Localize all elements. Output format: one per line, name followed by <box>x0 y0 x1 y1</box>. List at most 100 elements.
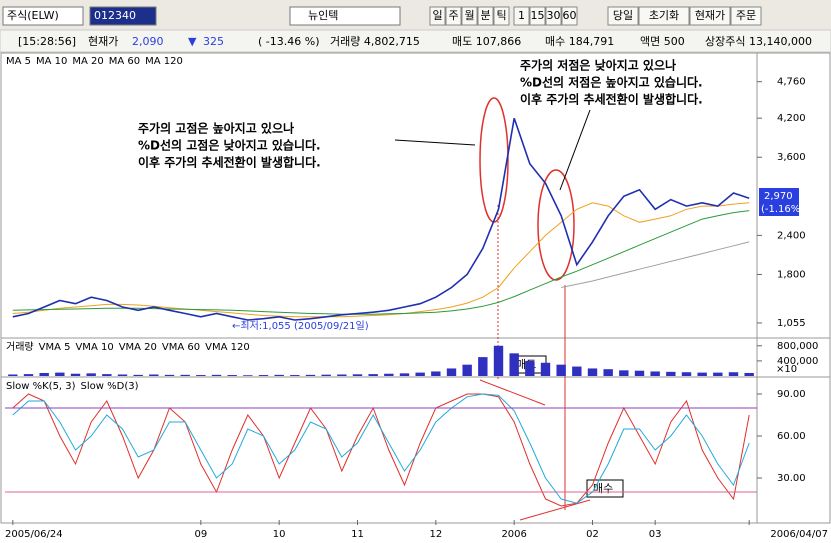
volume-bar <box>525 360 535 376</box>
ma-line <box>12 202 750 318</box>
current-change: (-1.16%) <box>761 204 804 215</box>
toolbar-button[interactable] <box>638 6 690 26</box>
change-rate: ( -13.46 %) <box>258 35 320 48</box>
volume-bar <box>540 362 551 376</box>
annotation: 이후 주가의 추세전환이 발생합니다. <box>520 92 703 107</box>
legend-entry: MA 120 <box>145 56 183 67</box>
volume-bar <box>399 373 410 376</box>
volume-bar <box>446 368 457 376</box>
toolbar-label: 30 <box>547 9 561 22</box>
low-note: ←최저:1,055 (2005/09/21일) <box>232 320 369 332</box>
highlight <box>479 97 509 223</box>
price-line <box>12 117 750 321</box>
volume-bar <box>697 372 707 376</box>
volume-bar <box>666 371 676 376</box>
toolbar-button[interactable] <box>513 6 530 26</box>
arrow: ▼ <box>188 35 197 48</box>
x-tick-label: 2006 <box>501 529 526 540</box>
volume-bar <box>431 371 441 376</box>
volume-bar <box>258 375 269 376</box>
current-price: 2,970 <box>764 191 793 202</box>
volume-bar <box>337 374 347 376</box>
volume-bar <box>681 372 692 376</box>
price-tag <box>759 188 799 216</box>
volume-bar <box>164 374 175 376</box>
volume-bar <box>713 372 723 376</box>
y-tick-label: 1,800 <box>777 269 806 280</box>
toolbar-button[interactable] <box>429 6 446 26</box>
y-tick-label: 4,200 <box>777 113 806 124</box>
legend-entry: MA 60 <box>109 56 140 67</box>
toolbar-button[interactable] <box>445 6 462 26</box>
toolbar-label: 60 <box>563 9 577 22</box>
market: 주식(ELW) <box>7 9 59 22</box>
x-tick-label: 12 <box>429 529 442 540</box>
volume-bar <box>86 373 96 376</box>
annotation: %D선의 저점은 높아지고 있습니다. <box>520 75 703 90</box>
legend-entry: Slow %D(3) <box>81 381 139 392</box>
legend-entry: MA 20 <box>72 56 103 67</box>
toolbar-button[interactable] <box>607 6 639 26</box>
ma-line <box>12 393 750 507</box>
y-tick-label: 3,600 <box>777 152 806 163</box>
volume-bar <box>70 373 81 376</box>
legend-entry: 거래량 <box>6 341 34 353</box>
x-tick-label: 09 <box>194 529 207 540</box>
volume-bar <box>634 370 645 376</box>
toolbar-label: 틱 <box>496 9 506 22</box>
annotation: 이후 주가의 추세전환이 발생합니다. <box>138 155 321 170</box>
toolbar-button[interactable] <box>689 6 731 26</box>
volume-bar <box>744 372 754 376</box>
time: [15:28:56] <box>18 35 76 48</box>
toolbar-button[interactable] <box>461 6 478 26</box>
y-tick-label: 30.00 <box>777 473 806 484</box>
volume-bar <box>180 374 190 376</box>
toolbar-button[interactable] <box>545 6 562 26</box>
toolbar-button[interactable] <box>529 6 546 26</box>
x-tick-label: 11 <box>351 529 364 540</box>
volume-bar <box>728 372 739 376</box>
toolbar-label: 월 <box>464 9 474 22</box>
volume-bar <box>650 371 660 376</box>
volume-bar <box>493 345 504 376</box>
ma-line <box>12 393 750 504</box>
market-select[interactable] <box>2 6 84 26</box>
info-bar <box>0 29 831 53</box>
volume-bar <box>384 373 394 376</box>
toolbar-button[interactable] <box>561 6 578 26</box>
legend-entry: VMA 5 <box>39 342 71 353</box>
volume-bar <box>368 374 378 376</box>
toolbar-label: 초기화 <box>649 9 679 22</box>
volume-bar <box>196 375 206 376</box>
toolbar-label: 주문 <box>736 9 756 22</box>
volume-bar <box>102 374 112 376</box>
volume-bar <box>8 374 18 376</box>
code: 012340 <box>94 9 136 22</box>
volume-bar <box>415 372 425 376</box>
volume-bar <box>290 375 300 376</box>
unit-note: ×10 <box>776 364 797 375</box>
volume-bar <box>133 374 143 376</box>
volume-bar <box>619 370 629 376</box>
volume-bar <box>462 364 472 376</box>
arrow-line <box>559 109 591 191</box>
legend-entry: VMA 20 <box>119 342 157 353</box>
toolbar-button[interactable] <box>730 6 762 26</box>
volume-bar <box>305 374 316 376</box>
legend-entry: MA 5 <box>6 56 31 67</box>
volume-bar <box>211 374 222 376</box>
listed: 상장주식 13,140,000 <box>705 35 812 48</box>
x-tick-label: 03 <box>649 529 662 540</box>
toolbar-button[interactable] <box>493 6 510 26</box>
volume-bar <box>572 366 582 376</box>
y-tick-label: 60.00 <box>777 431 806 442</box>
code-input[interactable] <box>89 6 157 26</box>
toolbar-button[interactable] <box>477 6 494 26</box>
y-tick-label: 2,400 <box>777 230 806 241</box>
x-tick-label: 02 <box>586 529 599 540</box>
chart-frame <box>0 52 831 524</box>
volume-bar <box>321 374 331 376</box>
change: 325 <box>203 35 224 48</box>
annotation: %D선의 고점은 낮아지고 있습니다. <box>138 138 321 153</box>
